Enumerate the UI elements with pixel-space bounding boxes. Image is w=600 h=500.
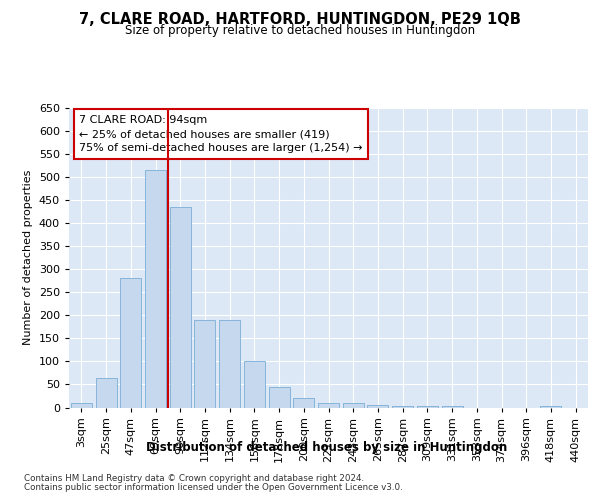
Bar	[442, 406, 463, 407]
Bar	[194, 320, 215, 408]
Text: Distribution of detached houses by size in Huntingdon: Distribution of detached houses by size …	[146, 441, 508, 454]
Bar	[95, 378, 116, 408]
Bar	[170, 206, 191, 408]
Text: Contains public sector information licensed under the Open Government Licence v3: Contains public sector information licen…	[24, 484, 403, 492]
Bar	[269, 386, 290, 407]
Bar	[219, 320, 240, 408]
Bar	[120, 278, 141, 407]
Bar	[71, 403, 92, 407]
Text: 7, CLARE ROAD, HARTFORD, HUNTINGDON, PE29 1QB: 7, CLARE ROAD, HARTFORD, HUNTINGDON, PE2…	[79, 12, 521, 28]
Bar	[145, 170, 166, 408]
Text: Size of property relative to detached houses in Huntingdon: Size of property relative to detached ho…	[125, 24, 475, 37]
Text: Contains HM Land Registry data © Crown copyright and database right 2024.: Contains HM Land Registry data © Crown c…	[24, 474, 364, 483]
Bar	[541, 406, 562, 407]
Bar	[318, 403, 339, 407]
Bar	[367, 405, 388, 407]
Bar	[392, 406, 413, 407]
Bar	[244, 362, 265, 408]
Y-axis label: Number of detached properties: Number of detached properties	[23, 170, 33, 345]
Bar	[293, 398, 314, 407]
Bar	[417, 406, 438, 407]
Bar	[343, 403, 364, 407]
Text: 7 CLARE ROAD: 94sqm
← 25% of detached houses are smaller (419)
75% of semi-detac: 7 CLARE ROAD: 94sqm ← 25% of detached ho…	[79, 115, 363, 153]
